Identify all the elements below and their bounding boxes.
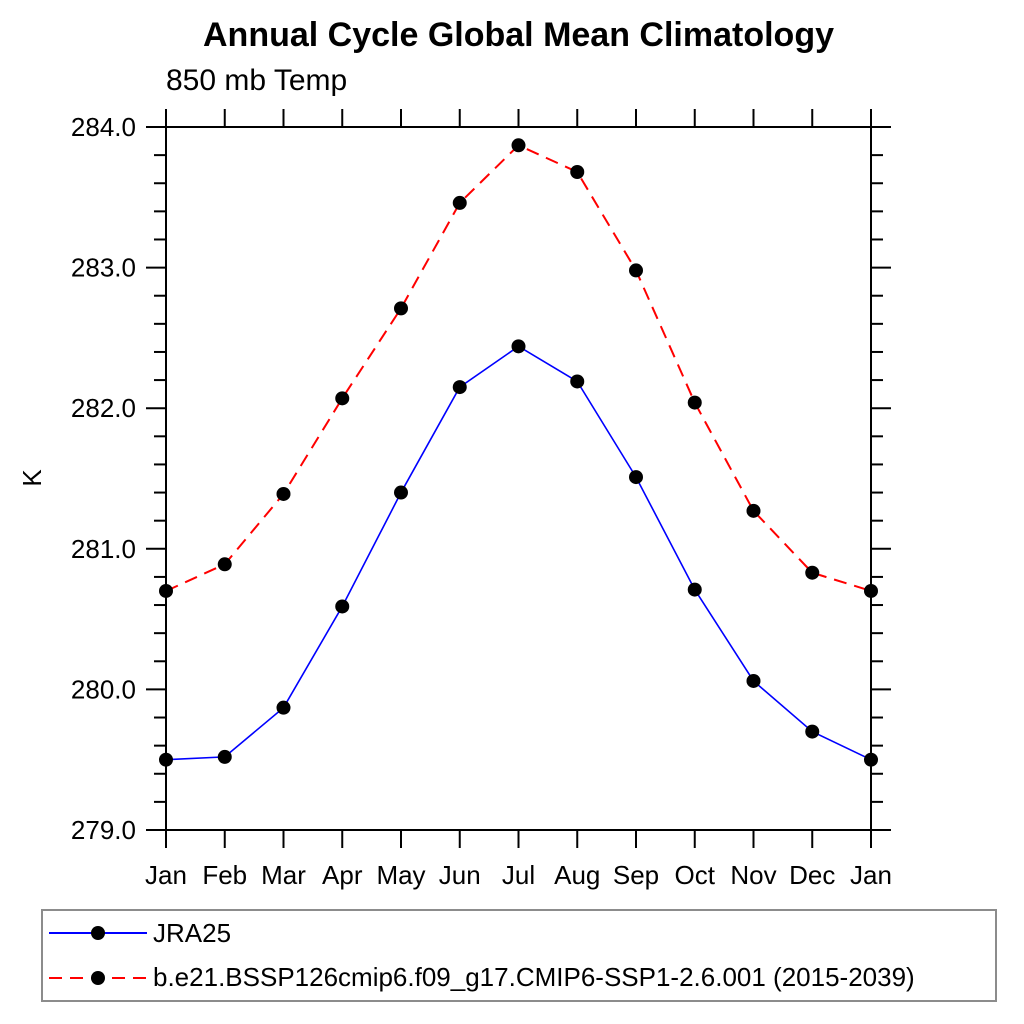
data-point-marker <box>452 195 467 210</box>
data-point-marker <box>394 301 408 316</box>
x-tick-label: Jul <box>502 860 535 890</box>
data-point-marker <box>511 138 526 153</box>
legend-line-sample-model <box>49 970 147 985</box>
legend: JRA25 b.e21.BSSP126cmip6.f09_g17.CMIP6-S… <box>41 909 997 1002</box>
data-point-marker <box>276 700 291 715</box>
data-point-marker <box>864 752 878 767</box>
data-point-marker <box>746 503 761 518</box>
data-point-marker <box>159 583 173 598</box>
x-tick-label: Mar <box>261 860 306 890</box>
x-tick-label: Dec <box>789 860 835 890</box>
data-point-marker <box>394 485 408 500</box>
x-tick-label: Feb <box>202 860 247 890</box>
x-tick-label: Jan <box>850 860 892 890</box>
data-point-marker <box>452 380 467 395</box>
y-axis-label: K <box>17 469 47 487</box>
x-tick-label: Aug <box>554 860 600 890</box>
x-tick-label: Jun <box>439 860 481 890</box>
data-point-marker <box>805 565 820 580</box>
x-tick-label: May <box>376 860 425 890</box>
data-point-marker <box>335 391 350 406</box>
y-tick-label: 281.0 <box>71 534 136 564</box>
x-tick-label: Nov <box>730 860 776 890</box>
series-line-model <box>165 144 872 592</box>
data-point-marker <box>687 395 702 410</box>
legend-sample-marker <box>91 926 105 941</box>
data-point-marker <box>217 749 232 764</box>
y-tick-label: 279.0 <box>71 815 136 845</box>
data-point-marker <box>511 339 526 354</box>
legend-entry-model: b.e21.BSSP126cmip6.f09_g17.CMIP6-SSP1-2.… <box>43 956 995 1000</box>
data-point-marker <box>629 470 643 485</box>
y-tick-label: 282.0 <box>71 393 136 423</box>
data-point-marker <box>570 374 585 389</box>
x-tick-label: Jan <box>145 860 187 890</box>
data-point-marker <box>276 486 291 501</box>
data-point-marker <box>159 752 173 767</box>
data-point-marker <box>746 673 761 688</box>
data-point-marker <box>805 724 820 739</box>
plot-frame <box>165 126 872 831</box>
data-point-marker <box>629 263 643 278</box>
data-point-marker <box>570 164 585 179</box>
y-tick-label: 280.0 <box>71 674 136 704</box>
data-point-marker <box>335 599 350 614</box>
chart-subtitle: 850 mb Temp <box>166 64 348 97</box>
x-tick-label: Apr <box>322 860 363 890</box>
data-point-marker <box>687 582 702 597</box>
chart-title: Annual Cycle Global Mean Climatology <box>203 16 834 54</box>
series-line-jra25 <box>165 345 872 761</box>
y-tick-label: 284.0 <box>71 112 136 142</box>
y-tick-label: 283.0 <box>71 253 136 283</box>
legend-label-model: b.e21.BSSP126cmip6.f09_g17.CMIP6-SSP1-2.… <box>153 962 915 993</box>
legend-entry-jra25: JRA25 <box>43 911 995 955</box>
legend-sample-marker <box>91 970 105 985</box>
x-tick-label: Sep <box>613 860 659 890</box>
legend-line-sample-jra25 <box>49 926 147 941</box>
legend-label-jra25: JRA25 <box>153 917 232 948</box>
x-tick-label: Oct <box>675 860 716 890</box>
data-point-marker <box>864 583 878 598</box>
data-point-marker <box>217 557 232 572</box>
